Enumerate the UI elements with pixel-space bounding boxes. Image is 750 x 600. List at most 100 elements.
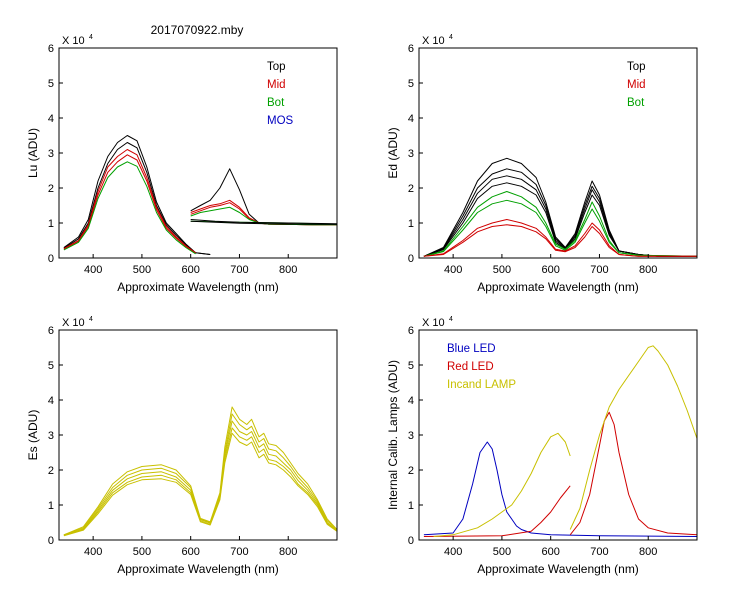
y-tick-label: 2: [48, 465, 54, 477]
x-tick-label: 400: [84, 546, 102, 558]
legend: Blue LED Red LED Incand LAMP: [447, 343, 516, 391]
panel-lamps: 400 500 600 700 800 0 1 2 3 4 5 6 X 10 4 Approximate W…: [386, 316, 698, 576]
y-tick-label: 4: [48, 395, 54, 407]
x-tick-label: 500: [133, 264, 151, 276]
y-multiplier: X 10: [422, 35, 445, 47]
y-tick-label: 3: [48, 148, 54, 160]
series-line-mid: [423, 219, 697, 257]
series-line-incand-lamp: [569, 345, 697, 530]
y-multiplier: X 10: [422, 317, 445, 329]
x-tick-label: 500: [133, 546, 151, 558]
panel-lu: 400 500 600 700 800 0 1 2 3 4 5 6 X 10 4 Approximate W…: [26, 34, 338, 294]
series-line-es: [63, 427, 337, 536]
y-tick-label: 0: [408, 535, 414, 547]
series-line-red-led: [569, 411, 697, 536]
x-axis-label: Approximate Wavelength (nm): [117, 562, 279, 576]
x-axis-label: Approximate Wavelength (nm): [477, 280, 639, 294]
y-tick-label: 4: [48, 113, 54, 125]
series-group: [423, 157, 697, 257]
legend-entry-incand-lamp: Incand LAMP: [447, 379, 516, 391]
series-group: [423, 345, 697, 537]
series-line-blue-led: [423, 441, 697, 537]
y-tick-label: 0: [48, 535, 54, 547]
y-tick-label: 5: [408, 360, 414, 372]
series-line-top: [190, 219, 337, 225]
x-tick-label: 800: [639, 546, 657, 558]
x-tick-label: 600: [542, 264, 560, 276]
panel-es: 400 500 600 700 800 0 1 2 3 4 5 6 X 10 4 Approximate W…: [26, 316, 338, 576]
legend-entry-bot: Bot: [627, 97, 645, 109]
x-tick-label: 600: [182, 264, 200, 276]
y-tick-label: 1: [408, 218, 414, 230]
y-tick-label: 4: [408, 113, 414, 125]
x-axis-label: Approximate Wavelength (nm): [477, 562, 639, 576]
legend-entry-top: Top: [627, 61, 646, 73]
y-tick-label: 5: [48, 78, 54, 90]
y-tick-label: 3: [48, 430, 54, 442]
series-line-top: [63, 142, 211, 255]
y-tick-label: 2: [408, 183, 414, 195]
y-multiplier: X 10: [62, 35, 85, 47]
series-line-bot: [423, 199, 697, 257]
series-line-mid: [63, 154, 196, 254]
legend-entry-mid: Mid: [627, 79, 646, 91]
legend: Top Mid Bot: [627, 61, 646, 109]
y-axis-label: Ed (ADU): [386, 127, 400, 178]
series-line-mid: [423, 224, 697, 257]
panel-ed: 400 500 600 700 800 0 1 2 3 4 5 6 X 10 4 Approximate W…: [386, 34, 698, 294]
series-line-bot: [423, 191, 697, 257]
y-tick-label: 2: [408, 465, 414, 477]
y-tick-label: 5: [48, 360, 54, 372]
x-tick-label: 800: [639, 264, 657, 276]
legend-entry-top: Top: [267, 61, 286, 73]
series-line-top: [423, 175, 697, 257]
series-line-mid: [63, 149, 196, 254]
series-group: [63, 406, 337, 537]
series-line-es: [63, 406, 337, 536]
series-line-es: [63, 420, 337, 536]
y-axis-label: Lu (ADU): [26, 128, 40, 178]
y-tick-label: 6: [48, 325, 54, 337]
y-tick-label: 6: [48, 43, 54, 55]
legend: Top Mid Bot MOS: [267, 61, 294, 127]
y-tick-label: 1: [48, 500, 54, 512]
legend-entry-blue-led: Blue LED: [447, 343, 496, 355]
plot-frame: [58, 47, 338, 259]
y-multiplier-exponent: 4: [89, 34, 93, 41]
series-line-red-led: [423, 485, 571, 537]
y-tick-label: 5: [408, 78, 414, 90]
y-axis-label: Internal Calib. Lamps (ADU): [386, 360, 400, 510]
legend-entry-red-led: Red LED: [447, 361, 494, 373]
legend-entry-bot: Bot: [267, 97, 285, 109]
y-tick-label: 4: [408, 395, 414, 407]
series-line-incand-lamp: [433, 432, 571, 537]
figure-title: 2017070922.mby: [151, 23, 244, 37]
x-tick-label: 500: [493, 264, 511, 276]
x-tick-label: 400: [444, 264, 462, 276]
series-line-top: [63, 135, 211, 255]
series-line-top: [423, 168, 697, 257]
series-group: [63, 135, 337, 255]
x-tick-label: 700: [590, 546, 608, 558]
x-tick-label: 600: [182, 546, 200, 558]
y-multiplier-exponent: 4: [89, 316, 93, 323]
y-multiplier-exponent: 4: [449, 316, 453, 323]
y-multiplier: X 10: [62, 317, 85, 329]
x-tick-label: 700: [230, 264, 248, 276]
x-tick-label: 600: [542, 546, 560, 558]
y-tick-label: 3: [408, 148, 414, 160]
y-tick-label: 0: [48, 253, 54, 265]
x-tick-label: 700: [230, 546, 248, 558]
series-line-top: [190, 168, 337, 226]
series-line-bot: [63, 161, 196, 255]
y-axis-label: Es (ADU): [26, 410, 40, 461]
x-tick-label: 800: [279, 264, 297, 276]
legend-entry-mos: MOS: [267, 115, 294, 127]
y-tick-label: 0: [408, 253, 414, 265]
y-multiplier-exponent: 4: [449, 34, 453, 41]
y-tick-label: 3: [408, 430, 414, 442]
series-line-es: [63, 432, 337, 537]
series-line-top: [190, 220, 337, 225]
